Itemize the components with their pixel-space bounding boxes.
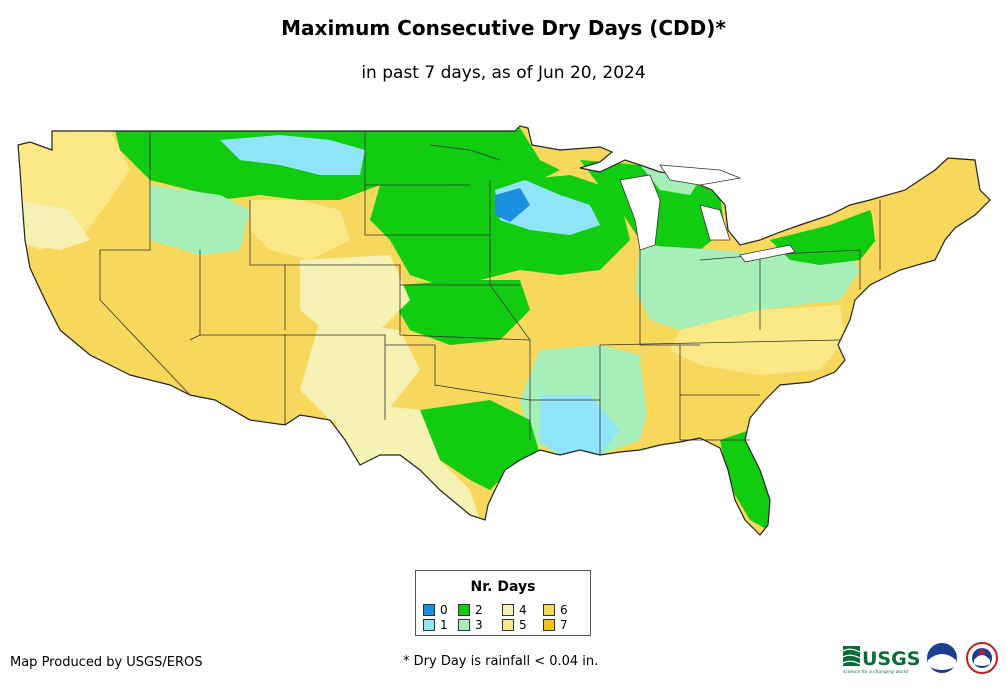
legend-swatch bbox=[458, 604, 470, 616]
new-york-region bbox=[770, 210, 880, 265]
border-kansas-oklahoma bbox=[399, 334, 531, 341]
lake-huron bbox=[699, 204, 731, 241]
legend-item-0: 0 bbox=[423, 603, 448, 617]
usgs-logo: USGS science for a changing world bbox=[842, 646, 920, 675]
lake-erie bbox=[739, 244, 796, 263]
nws-logo bbox=[966, 642, 998, 674]
legend-swatch bbox=[423, 604, 435, 616]
kansas-missouri-region bbox=[395, 280, 530, 345]
border-colorado bbox=[285, 264, 401, 335]
lake-michigan bbox=[619, 174, 661, 251]
usgs-wordmark: USGS bbox=[862, 648, 920, 670]
agency-logos: USGS science for a changing world noaa bbox=[842, 642, 998, 675]
legend-item-4: 4 bbox=[502, 603, 527, 617]
map-subtitle: in past 7 days, as of Jun 20, 2024 bbox=[361, 63, 646, 83]
legend-item-1: 1 bbox=[423, 618, 448, 632]
florida-region bbox=[720, 430, 770, 530]
map-credit: Map Produced by USGS/EROS bbox=[10, 655, 203, 670]
border-tennessee bbox=[599, 339, 841, 346]
idaho-region bbox=[150, 185, 250, 255]
legend-swatch bbox=[543, 604, 555, 616]
legend-label: 5 bbox=[519, 618, 527, 632]
legend-swatch bbox=[502, 619, 514, 631]
border-pennsylvania bbox=[759, 249, 861, 290]
border-new-mexico bbox=[285, 334, 386, 420]
legend-swatch bbox=[543, 619, 555, 631]
legend-swatch bbox=[423, 619, 435, 631]
montana-wet-region bbox=[220, 135, 365, 175]
border-minnesota bbox=[429, 144, 501, 161]
border-missouri-arkansas bbox=[489, 180, 531, 440]
border-utah-colorado bbox=[249, 200, 286, 330]
legend-label: 1 bbox=[440, 618, 448, 632]
oregon-coast-region bbox=[20, 200, 90, 250]
southeast-region bbox=[640, 360, 790, 440]
legend-label: 3 bbox=[475, 618, 483, 632]
legend-item-2: 2 bbox=[458, 603, 483, 617]
noaa-wordmark: noaa bbox=[935, 654, 950, 661]
legend-label: 2 bbox=[475, 603, 483, 617]
mid-atlantic-region bbox=[670, 305, 845, 375]
wyoming-region bbox=[250, 200, 350, 260]
colorado-region bbox=[300, 255, 410, 335]
legend-swatch bbox=[502, 604, 514, 616]
dry-day-footnote: * Dry Day is rainfall < 0.04 in. bbox=[403, 654, 599, 669]
legend-label: 7 bbox=[560, 618, 568, 632]
noaa-logo: noaa bbox=[927, 643, 957, 673]
legend-swatch bbox=[458, 619, 470, 631]
legend-label: 6 bbox=[560, 603, 568, 617]
legend-label: 4 bbox=[519, 603, 527, 617]
dry-days-fill bbox=[18, 126, 990, 535]
legend-title: Nr. Days bbox=[470, 579, 536, 595]
border-nevada-california bbox=[99, 250, 191, 396]
usgs-tagline: science for a changing world bbox=[843, 669, 908, 675]
legend-item-5: 5 bbox=[502, 618, 527, 632]
new-england-region bbox=[870, 158, 980, 250]
border-oklahoma-texas bbox=[385, 344, 531, 401]
legend-label: 0 bbox=[440, 603, 448, 617]
state-borders bbox=[99, 131, 881, 455]
legend-item-6: 6 bbox=[543, 603, 568, 617]
lake-superior bbox=[659, 164, 742, 186]
map-title: Maximum Consecutive Dry Days (CDD)* bbox=[281, 16, 726, 40]
ohio-valley-region bbox=[635, 240, 860, 330]
minnesota-zero-region bbox=[495, 188, 530, 222]
border-dakotas bbox=[364, 131, 490, 236]
legend-item-3: 3 bbox=[458, 618, 483, 632]
legend-item-7: 7 bbox=[543, 618, 568, 632]
